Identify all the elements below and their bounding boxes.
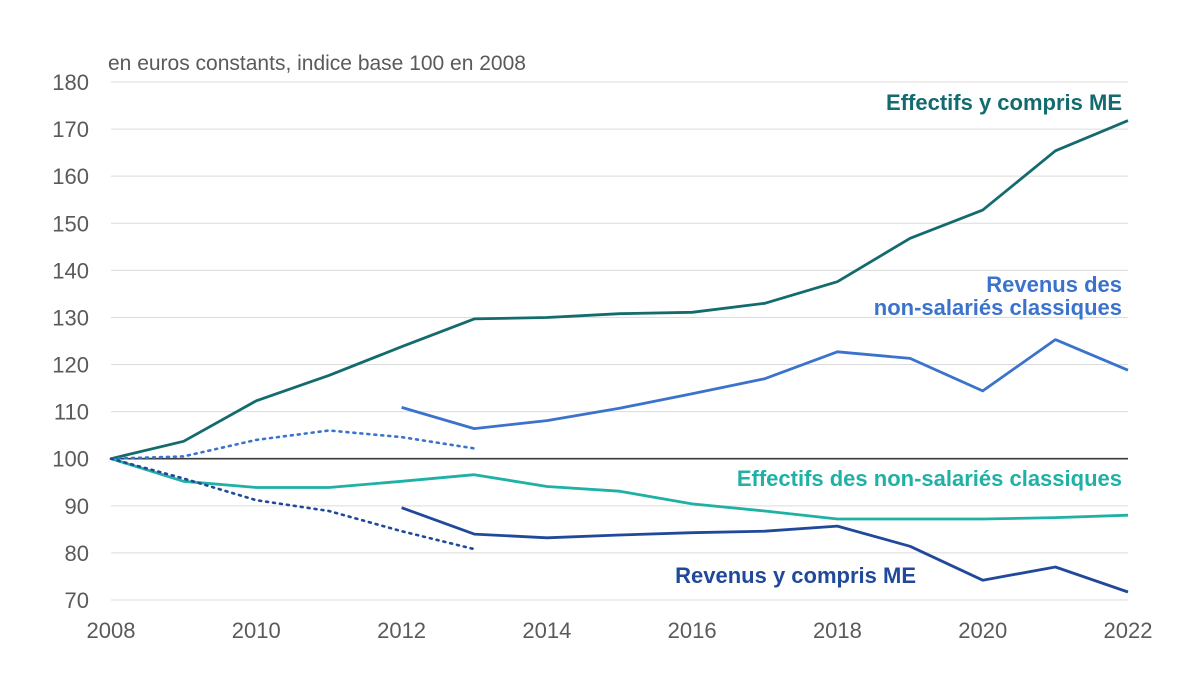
x-tick-label-2020: 2020 [958, 618, 1007, 643]
series-labels: Effectifs y compris ME Revenus des non-s… [675, 90, 1122, 588]
dotted-series-line-4 [109, 429, 476, 461]
y-tick-label-120: 120 [52, 353, 89, 378]
x-tick-label-2018: 2018 [813, 618, 862, 643]
series-line-0 [110, 119, 1129, 461]
x-tick-label-2008: 2008 [87, 618, 136, 643]
series-line-1 [401, 338, 1129, 431]
y-tick-label-100: 100 [52, 447, 89, 472]
y-axis-ticks: 70 80 90 100 110 120 130 140 150 160 170 180 [52, 70, 89, 613]
y-tick-label-130: 130 [52, 305, 89, 330]
y-tick-label-70: 70 [65, 588, 89, 613]
series-label-effectifs-me: Effectifs y compris ME [886, 90, 1122, 115]
gridlines [111, 81, 1128, 601]
series-line-3 [401, 506, 1129, 594]
y-tick-label-80: 80 [65, 541, 89, 566]
series-label-revenus-classiques-line1: Revenus des [986, 272, 1122, 297]
x-tick-label-2012: 2012 [377, 618, 426, 643]
unit-label: en euros constants, indice base 100 en 2… [108, 52, 526, 75]
x-tick-label-2010: 2010 [232, 618, 281, 643]
series-label-revenus-me: Revenus y compris ME [675, 563, 916, 588]
y-tick-label-160: 160 [52, 164, 89, 189]
y-tick-label-110: 110 [54, 400, 89, 425]
y-tick-label-180: 180 [52, 70, 89, 95]
y-tick-label-90: 90 [65, 494, 89, 519]
x-tick-label-2016: 2016 [668, 618, 717, 643]
y-tick-label-150: 150 [52, 211, 89, 236]
series-lines [109, 119, 1129, 594]
x-axis-ticks: 2008 2010 2012 2014 2016 2018 2020 2022 [87, 618, 1153, 643]
dotted-series-line-5 [109, 457, 476, 551]
series-line-2 [110, 457, 1129, 521]
y-tick-label-140: 140 [52, 258, 89, 283]
series-label-effectifs-classiques: Effectifs des non-salariés classiques [737, 466, 1122, 491]
series-label-revenus-classiques-line2: non-salariés classiques [874, 295, 1122, 320]
x-tick-label-2022: 2022 [1104, 618, 1153, 643]
y-tick-label-170: 170 [52, 117, 89, 142]
x-tick-label-2014: 2014 [522, 618, 571, 643]
